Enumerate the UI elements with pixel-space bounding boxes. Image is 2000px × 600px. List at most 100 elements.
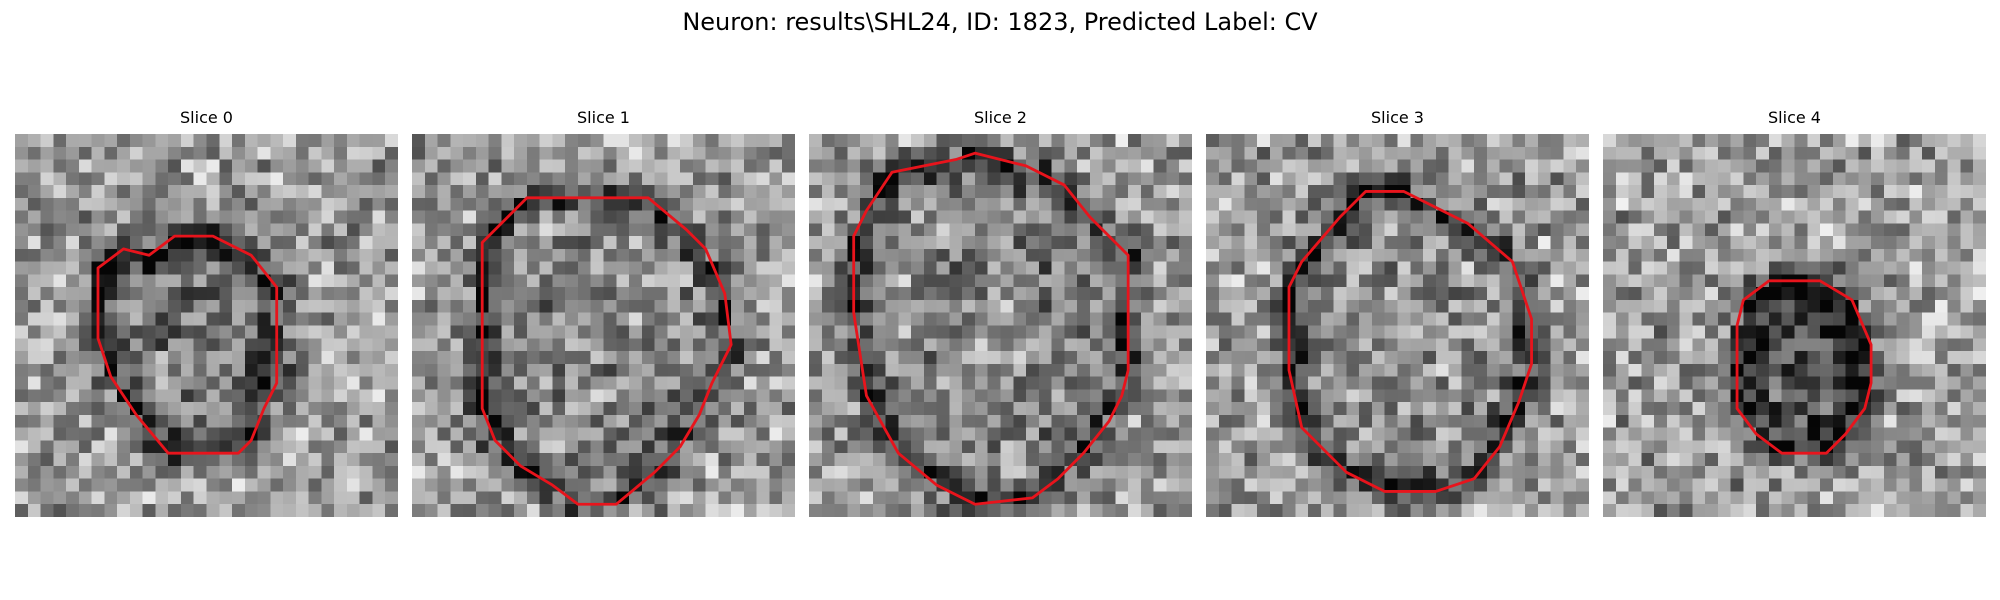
image-pixel — [1845, 312, 1859, 326]
image-pixel — [782, 146, 795, 160]
image-pixel — [577, 274, 591, 288]
image-pixel — [1153, 338, 1167, 352]
image-pixel — [463, 427, 477, 441]
image-pixel — [565, 185, 579, 199]
image-pixel — [898, 236, 912, 250]
image-pixel — [283, 197, 297, 211]
image-pixel — [552, 427, 566, 441]
image-pixel — [450, 402, 464, 416]
image-pixel — [1947, 236, 1961, 250]
image-pixel — [847, 351, 861, 365]
image-pixel — [463, 465, 477, 479]
image-pixel — [1257, 504, 1271, 517]
image-pixel — [1206, 185, 1220, 199]
image-pixel — [321, 376, 335, 390]
image-pixel — [680, 453, 694, 467]
image-pixel — [1705, 159, 1719, 173]
image-pixel — [680, 287, 694, 301]
image-pixel — [1743, 236, 1757, 250]
image-pixel — [1692, 402, 1706, 416]
image-pixel — [860, 274, 874, 288]
image-pixel — [15, 261, 29, 275]
image-pixel — [385, 504, 398, 517]
image-pixel — [898, 389, 912, 403]
image-pixel — [117, 146, 131, 160]
image-pixel — [1922, 261, 1936, 275]
image-pixel — [424, 504, 438, 517]
image-pixel — [193, 261, 207, 275]
image-pixel — [450, 287, 464, 301]
image-pixel — [526, 159, 540, 173]
image-pixel — [769, 146, 783, 160]
image-pixel — [1140, 159, 1154, 173]
image-pixel — [117, 351, 131, 365]
image-pixel — [488, 287, 502, 301]
image-pixel — [1883, 389, 1897, 403]
image-pixel — [488, 185, 502, 199]
image-pixel — [1179, 427, 1192, 441]
image-pixel — [1179, 312, 1192, 326]
image-pixel — [1295, 134, 1309, 148]
image-pixel — [667, 248, 681, 262]
image-pixel — [1705, 287, 1719, 301]
image-pixel — [206, 172, 220, 186]
image-pixel — [782, 478, 795, 492]
image-pixel — [1140, 274, 1154, 288]
image-pixel — [936, 299, 950, 313]
image-pixel — [1666, 312, 1680, 326]
image-pixel — [1871, 248, 1885, 262]
image-pixel — [385, 146, 398, 160]
image-pixel — [1461, 389, 1475, 403]
image-pixel — [1896, 236, 1910, 250]
image-pixel — [91, 159, 105, 173]
image-pixel — [860, 338, 874, 352]
image-pixel — [1448, 338, 1462, 352]
image-pixel — [1269, 312, 1283, 326]
image-pixel — [705, 402, 719, 416]
image-pixel — [321, 491, 335, 505]
image-pixel — [1705, 491, 1719, 505]
image-pixel — [1308, 491, 1322, 505]
image-pixel — [257, 248, 271, 262]
image-pixel — [1525, 134, 1539, 148]
image-pixel — [1206, 172, 1220, 186]
image-pixel — [860, 491, 874, 505]
image-pixel — [142, 427, 156, 441]
image-pixel — [809, 299, 823, 313]
image-pixel — [526, 197, 540, 211]
image-pixel — [1423, 338, 1437, 352]
image-pixel — [1756, 478, 1770, 492]
image-pixel — [359, 312, 373, 326]
image-pixel — [1947, 312, 1961, 326]
image-pixel — [1140, 287, 1154, 301]
image-pixel — [1871, 185, 1885, 199]
image-pixel — [1435, 223, 1449, 237]
image-pixel — [898, 440, 912, 454]
image-pixel — [974, 465, 988, 479]
image-pixel — [552, 389, 566, 403]
image-pixel — [743, 402, 757, 416]
image-pixel — [1934, 197, 1948, 211]
image-pixel — [1206, 210, 1220, 224]
image-pixel — [1654, 338, 1668, 352]
image-pixel — [180, 159, 194, 173]
image-pixel — [769, 299, 783, 313]
image-pixel — [756, 134, 770, 148]
image-pixel — [295, 351, 309, 365]
image-pixel — [1563, 427, 1577, 441]
image-pixel — [1206, 440, 1220, 454]
image-pixel — [1820, 491, 1834, 505]
image-pixel — [1717, 287, 1731, 301]
image-pixel — [718, 478, 732, 492]
image-pixel — [142, 338, 156, 352]
image-pixel — [743, 504, 757, 517]
image-pixel — [53, 134, 67, 148]
image-pixel — [1397, 478, 1411, 492]
image-pixel — [1973, 440, 1986, 454]
image-pixel — [1051, 287, 1065, 301]
image-pixel — [1038, 338, 1052, 352]
image-pixel — [1115, 274, 1129, 288]
image-pixel — [1320, 325, 1334, 339]
image-pixel — [308, 236, 322, 250]
image-pixel — [53, 427, 67, 441]
